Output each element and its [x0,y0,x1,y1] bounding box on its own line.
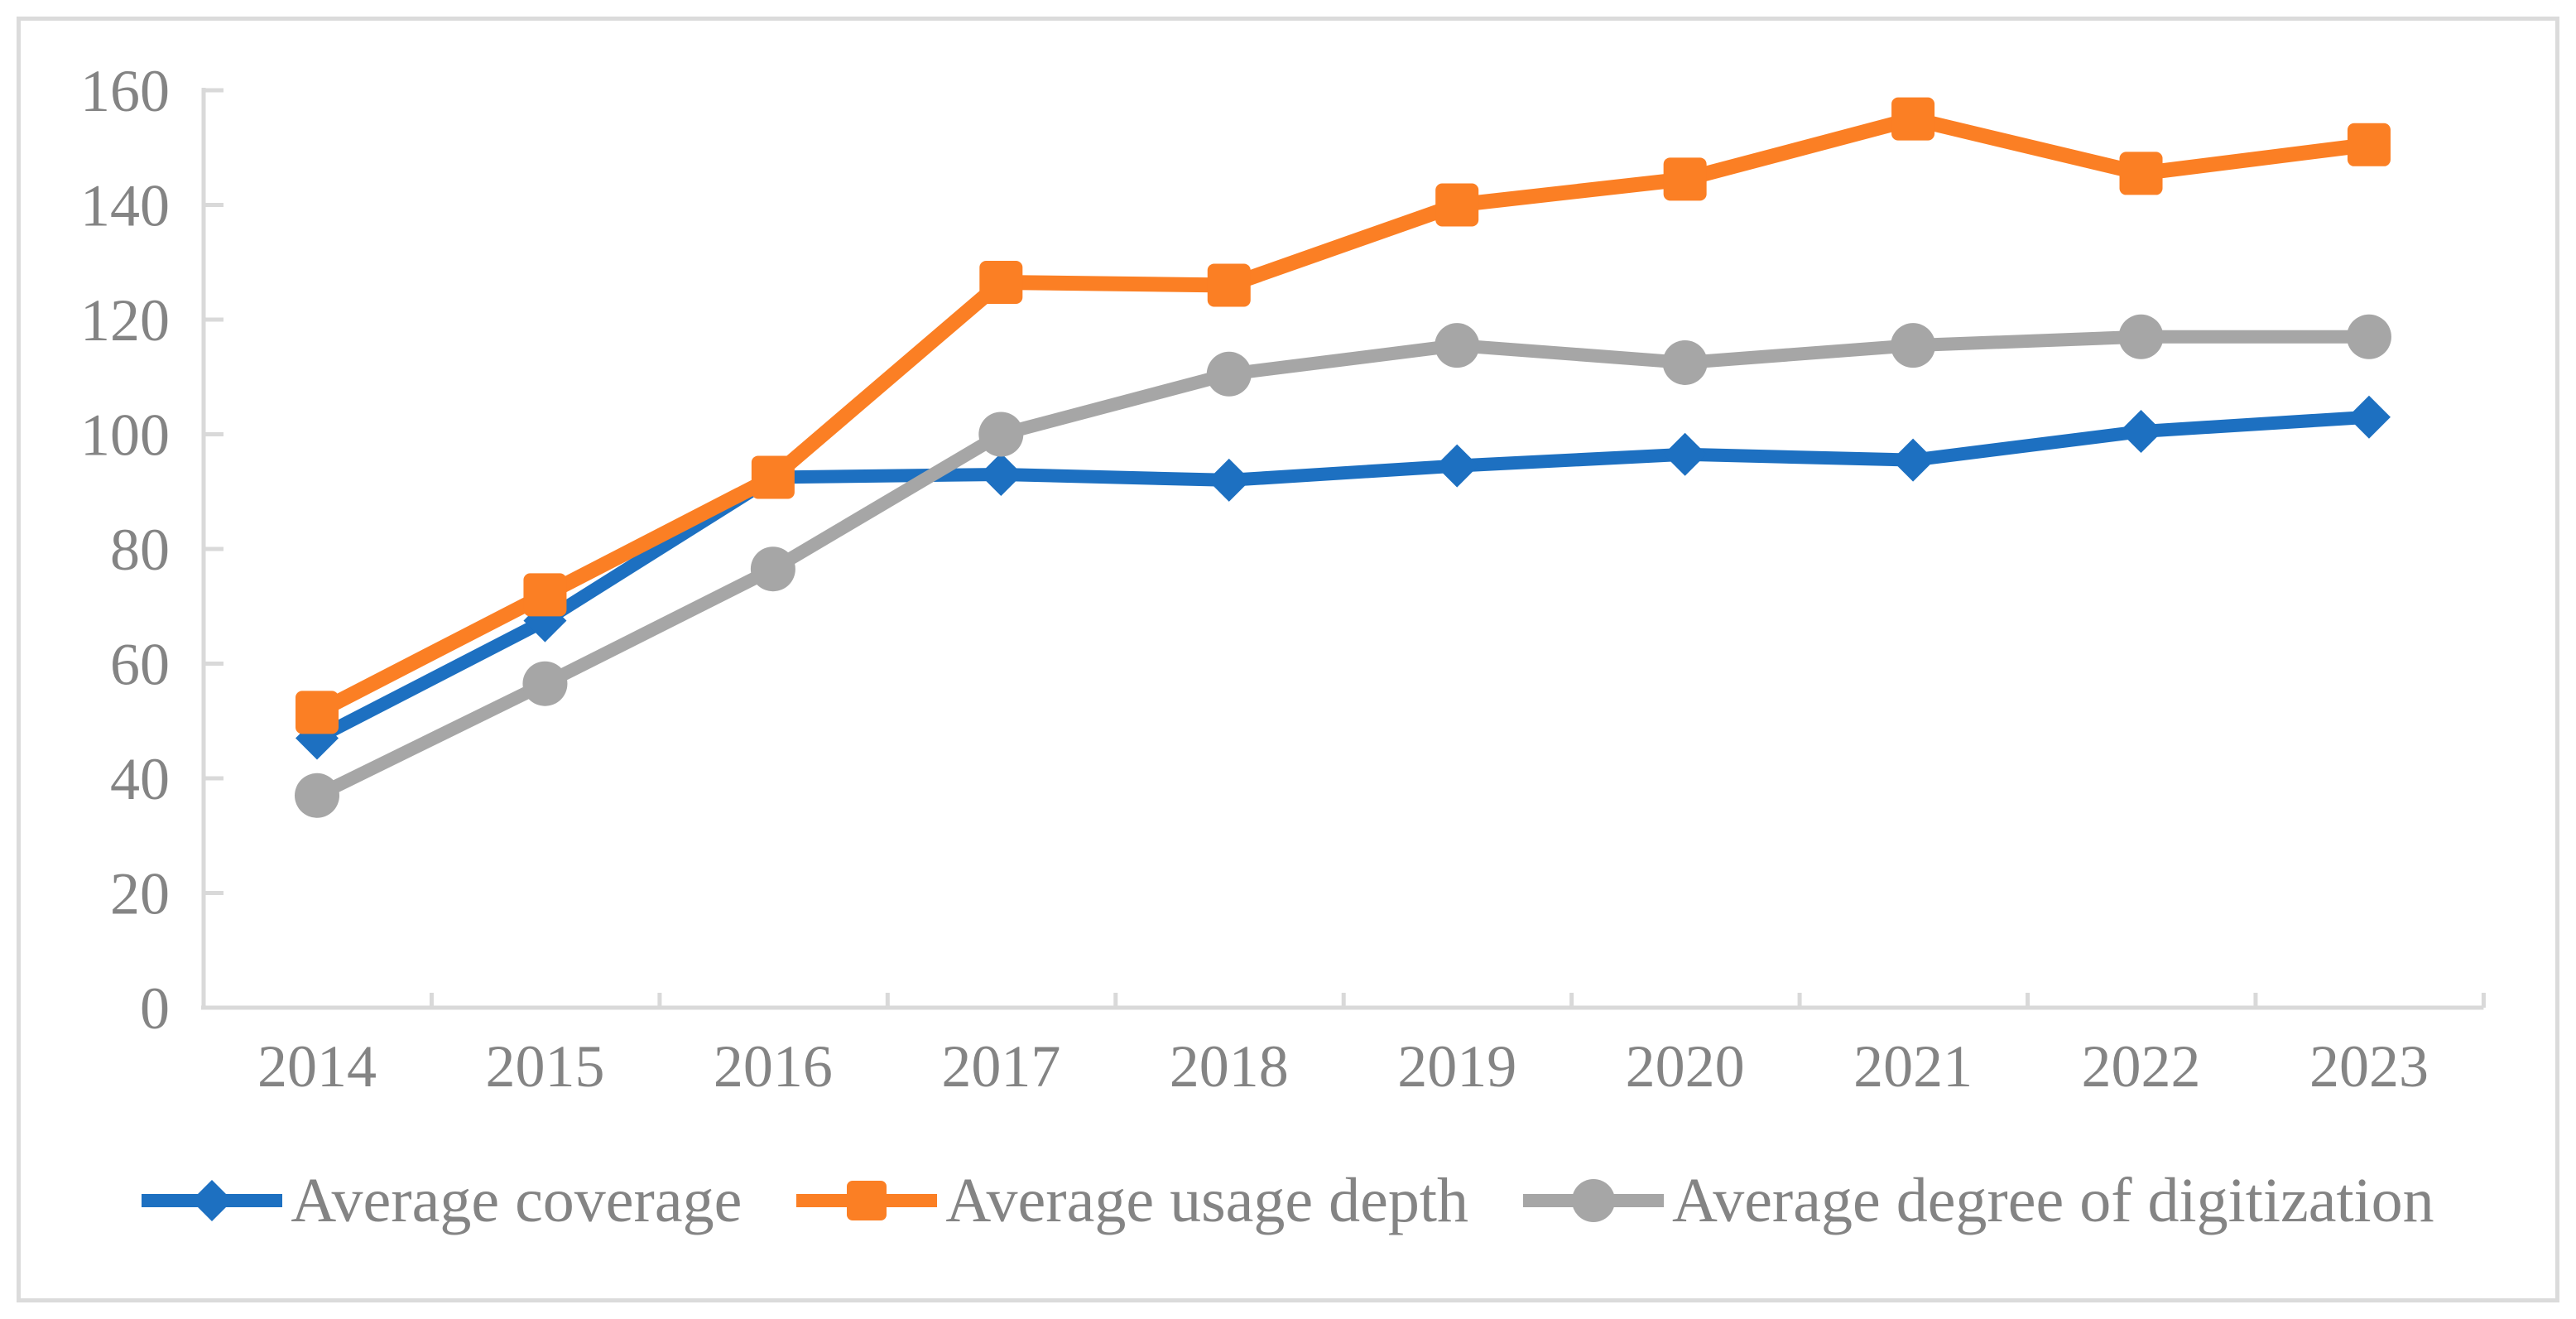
square-marker [1435,183,1479,227]
square-marker [1207,263,1251,307]
square-marker [979,260,1023,304]
series-line [314,330,2369,802]
square-marker [296,691,339,734]
y-tick-label: 140 [80,173,170,239]
circle-marker [295,773,339,818]
diamond-marker [1435,444,1479,488]
y-tick-label: 160 [80,58,170,124]
square-marker [751,455,795,499]
circle-marker [1435,323,1480,368]
circle-marker [1662,339,1708,385]
x-tick-label: 2021 [1853,1033,1973,1100]
circle-marker [1891,323,1936,368]
x-tick-label: 2019 [1397,1033,1516,1100]
legend-item-average-degree-of-digitization: Average degree of digitization [1522,1166,2434,1235]
y-tick-label: 40 [110,746,170,812]
square-marker [2119,152,2163,195]
circle-marker [2118,314,2164,359]
diamond-marker [979,452,1023,496]
square-marker [1663,157,1707,201]
diamond-marker [2119,410,2163,454]
x-tick-label: 2017 [941,1033,1060,1100]
y-tick-label: 100 [80,402,170,469]
legend-item-average-coverage: Average coverage [142,1169,742,1232]
circle-marker [978,412,1024,457]
diamond-marker-icon [142,1180,283,1221]
series-line [313,111,2371,720]
legend-label-average-usage-depth: Average usage depth [945,1166,1468,1235]
circle-marker [1206,351,1252,397]
circle-marker-icon [1522,1179,1664,1222]
diamond-marker [1663,432,1707,476]
diamond-marker [1207,458,1251,502]
chart-legend: Average coverage Average usage depth Ave… [0,1169,2576,1232]
x-tick-label: 2022 [2082,1033,2201,1100]
legend-item-average-usage-depth: Average usage depth [796,1169,1468,1232]
x-tick-label: 2015 [485,1033,604,1100]
y-tick-label: 120 [80,287,170,354]
square-marker [1891,97,1935,141]
circle-marker [522,661,568,706]
y-tick-label: 60 [110,632,170,698]
circle-marker [750,546,795,592]
x-tick-label: 2014 [257,1033,377,1100]
y-tick-label: 0 [140,975,170,1042]
circle-marker [2346,314,2391,359]
y-tick-label: 80 [110,517,170,583]
legend-label-average-coverage: Average coverage [291,1166,743,1235]
square-marker [523,573,567,617]
x-tick-label: 2020 [1626,1033,1745,1100]
series-line [314,410,2370,744]
x-tick-label: 2016 [714,1033,833,1100]
diamond-marker [2347,395,2391,439]
diamond-marker [1891,438,1935,482]
legend-label-average-degree-of-digitization: Average degree of digitization [1671,1166,2434,1235]
x-tick-label: 2023 [2309,1033,2429,1100]
square-marker-icon [796,1181,938,1220]
x-tick-label: 2018 [1170,1033,1289,1100]
y-tick-label: 20 [110,861,170,927]
square-marker [2347,123,2391,166]
